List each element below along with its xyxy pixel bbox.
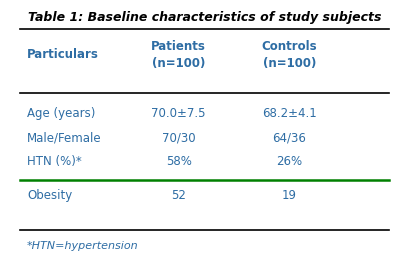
Text: 68.2±4.1: 68.2±4.1 bbox=[262, 107, 317, 120]
Text: 26%: 26% bbox=[276, 155, 303, 168]
Text: Age (years): Age (years) bbox=[27, 107, 95, 120]
Text: HTN (%)*: HTN (%)* bbox=[27, 155, 82, 168]
Text: 58%: 58% bbox=[166, 155, 191, 168]
Text: 70/30: 70/30 bbox=[162, 131, 196, 144]
Text: 19: 19 bbox=[282, 189, 297, 202]
Text: Obesity: Obesity bbox=[27, 189, 72, 202]
Text: Particulars: Particulars bbox=[27, 48, 99, 62]
Text: Male/Female: Male/Female bbox=[27, 131, 102, 144]
Text: 64/36: 64/36 bbox=[272, 131, 306, 144]
Text: Patients
(n=100): Patients (n=100) bbox=[151, 40, 206, 70]
Text: *HTN=hypertension: *HTN=hypertension bbox=[27, 241, 139, 251]
Text: Table 1: Baseline characteristics of study subjects: Table 1: Baseline characteristics of stu… bbox=[28, 11, 381, 23]
Text: 70.0±7.5: 70.0±7.5 bbox=[151, 107, 206, 120]
Text: 52: 52 bbox=[171, 189, 186, 202]
Text: Controls
(n=100): Controls (n=100) bbox=[262, 40, 317, 70]
